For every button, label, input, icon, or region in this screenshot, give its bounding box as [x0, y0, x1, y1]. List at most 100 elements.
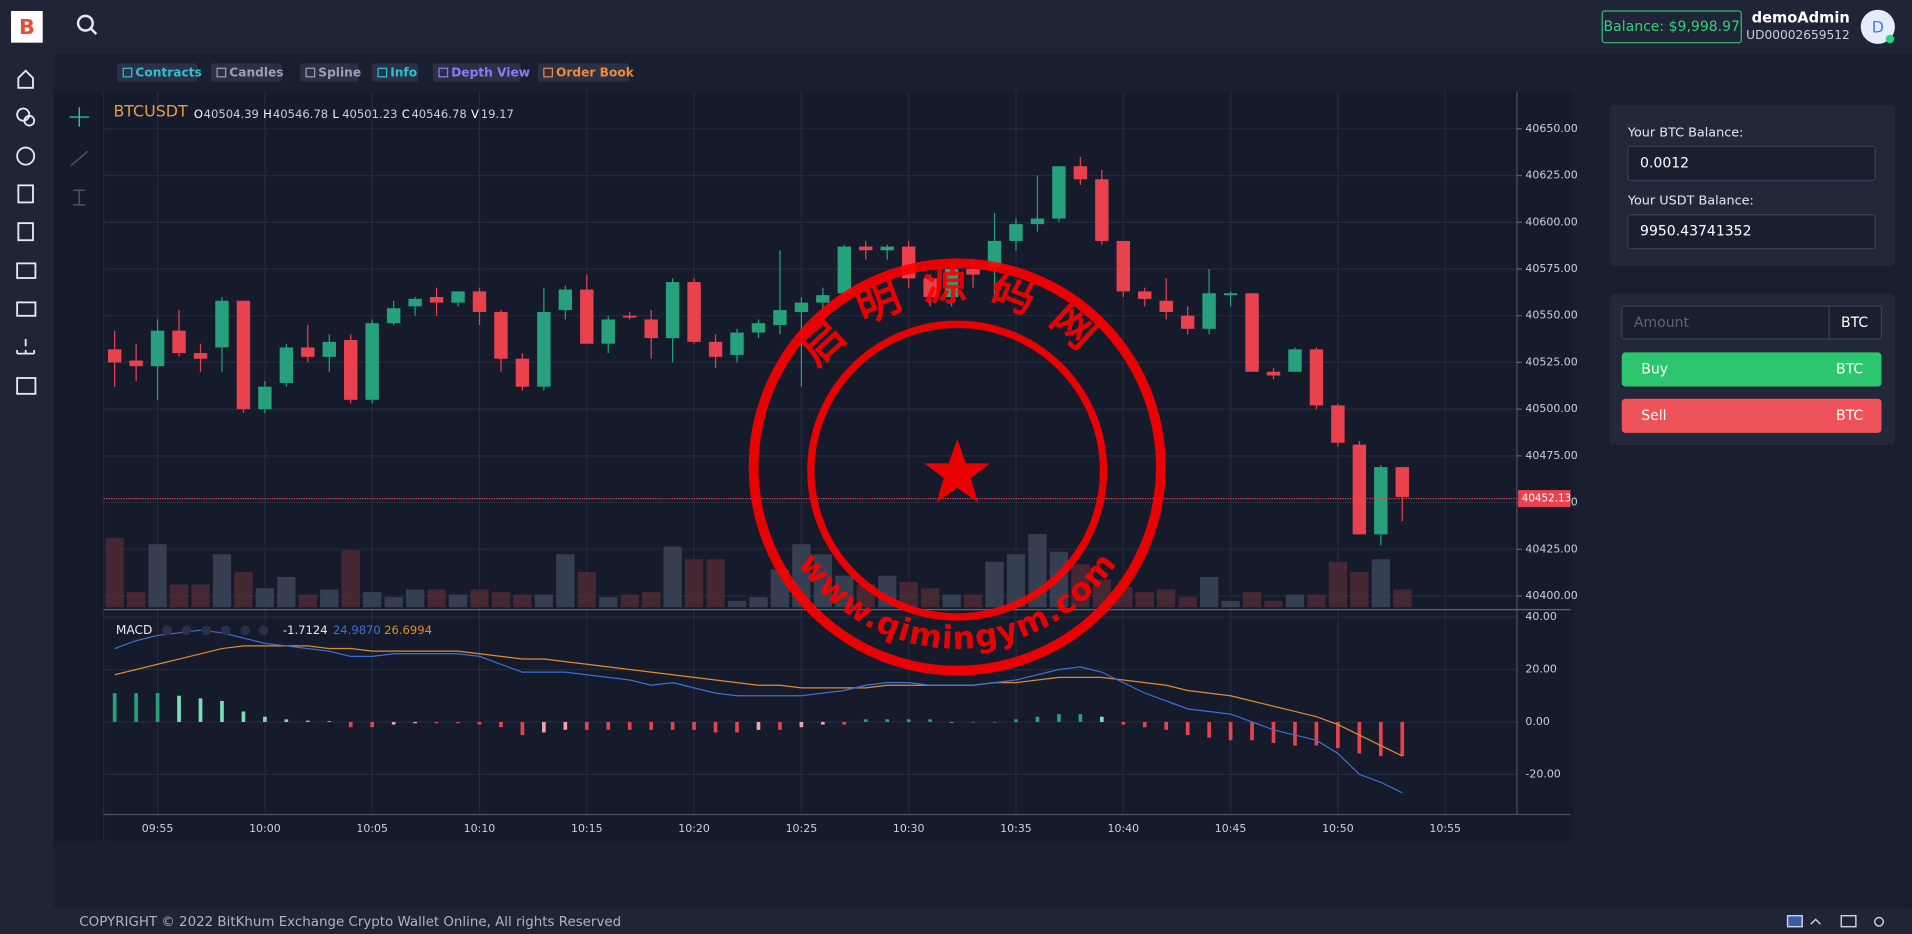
candle-body — [301, 347, 315, 357]
macd-histogram-bar — [284, 719, 289, 722]
volume-bar — [470, 589, 489, 608]
volume-bar — [599, 597, 618, 608]
footer-icons[interactable] — [1786, 914, 1885, 928]
macd-control[interactable] — [220, 625, 231, 636]
logo[interactable] — [11, 10, 43, 43]
macd-histogram-bar — [348, 721, 353, 728]
toolbar-button[interactable] — [117, 63, 198, 82]
amount-input[interactable] — [1621, 305, 1883, 340]
y-tick-label: 40425.00 — [1525, 542, 1577, 555]
toolbar-button[interactable] — [210, 63, 282, 82]
buy-button[interactable] — [1621, 352, 1882, 387]
volume-bar — [405, 589, 425, 608]
volume-bar — [642, 592, 661, 608]
macd-histogram-bar — [305, 720, 310, 722]
readout-value: 40504.39 — [204, 107, 259, 121]
volume-bar — [1307, 594, 1326, 608]
volume-bar — [341, 550, 360, 608]
macd-label: MACD — [116, 623, 153, 637]
volume-bar — [212, 554, 232, 608]
logo-letter: B — [19, 15, 35, 39]
last-price-tag — [1518, 490, 1571, 508]
macd-histogram-bar — [1185, 721, 1190, 736]
toolbar-icon — [438, 67, 449, 78]
candle-body — [966, 268, 980, 275]
macd-histogram-bar — [112, 693, 117, 722]
macd-histogram-bar — [692, 721, 696, 730]
toolbar-button[interactable] — [432, 63, 521, 82]
user-id: UD00002659512 — [1746, 28, 1850, 42]
macd-histogram-bar — [1014, 719, 1018, 722]
macd-histogram-bar — [456, 721, 460, 724]
volume-bar — [620, 594, 639, 608]
volume-bar — [277, 576, 296, 608]
drawing-tools[interactable] — [69, 107, 90, 206]
macd-histogram-bar — [627, 721, 632, 730]
usdt-input[interactable] — [1627, 213, 1876, 250]
watermark: 启明源码网 www.qimingym.com — [748, 258, 1166, 676]
candle-body — [322, 341, 336, 357]
macd-histogram-bar — [670, 721, 675, 730]
macd-histogram-bar — [1142, 721, 1147, 728]
toolbar-label: Info — [390, 66, 417, 80]
last-price-label: 40452.13 — [1522, 493, 1571, 505]
btc-input[interactable] — [1627, 145, 1876, 182]
candle-body — [751, 323, 766, 333]
macd-histogram-bar — [370, 721, 375, 728]
macd-y-tick-label: -20.00 — [1525, 767, 1560, 780]
macd-histogram-bar — [928, 719, 932, 722]
volume-bar — [813, 554, 832, 608]
sell-button[interactable] — [1621, 398, 1882, 433]
user-name: demoAdmin — [1752, 9, 1850, 26]
macd-control[interactable] — [201, 625, 211, 636]
sell-label: Sell — [1641, 408, 1666, 424]
volume-bar — [1199, 576, 1219, 608]
volume-bar — [1393, 589, 1412, 608]
candle-body — [1288, 349, 1302, 372]
volume-bar — [899, 581, 918, 608]
candle-body — [1266, 371, 1281, 376]
toolbar-label: Contracts — [135, 66, 201, 80]
volume-bar — [1178, 597, 1197, 608]
macd-histogram-bar — [971, 721, 975, 723]
macd-control[interactable] — [240, 625, 251, 636]
macd-readout: 26.6994 — [384, 623, 432, 637]
top-bar — [0, 0, 1912, 54]
macd-histogram-bar — [1121, 721, 1126, 725]
candle-body — [987, 240, 1002, 268]
macd-histogram-bar — [1035, 716, 1040, 722]
stamp-ring — [748, 258, 1166, 676]
macd-histogram-bar — [778, 721, 782, 730]
candle-body — [236, 300, 251, 410]
x-tick-label: 10:30 — [893, 822, 925, 835]
avatar-letter: D — [1872, 18, 1884, 37]
btc-value: 0.0012 — [1640, 155, 1689, 171]
candle-body — [279, 347, 294, 383]
volume-bar — [105, 537, 124, 608]
candle-body — [1159, 300, 1173, 312]
candle-body — [172, 330, 186, 354]
macd-control[interactable] — [162, 625, 172, 636]
search-icon[interactable] — [76, 14, 98, 36]
avatar[interactable] — [1860, 9, 1895, 44]
macd-control[interactable] — [181, 625, 192, 636]
macd-histogram-bar — [649, 721, 653, 730]
volume-bar — [727, 600, 747, 608]
readout-key: V — [471, 107, 479, 121]
toolbar-button[interactable] — [537, 63, 630, 82]
y-tick-label: 40500.00 — [1525, 402, 1577, 415]
readout-key: H — [263, 107, 272, 121]
y-tick-label: 40650.00 — [1525, 122, 1577, 135]
macd-histogram-bar — [1078, 714, 1083, 722]
candle-body — [1309, 349, 1324, 406]
x-tick-label: 10:40 — [1107, 822, 1139, 835]
y-tick-label: 40400.00 — [1525, 589, 1577, 602]
sidebar-icons[interactable] — [16, 69, 37, 395]
candle-body — [1395, 467, 1409, 497]
macd-control[interactable] — [258, 625, 269, 636]
macd-y-tick-label: 0.00 — [1525, 715, 1549, 728]
candle-body — [601, 319, 615, 344]
balance-button[interactable] — [1601, 10, 1742, 44]
candle-body — [665, 282, 680, 339]
usdt-label: Your USDT Balance: — [1627, 194, 1754, 209]
